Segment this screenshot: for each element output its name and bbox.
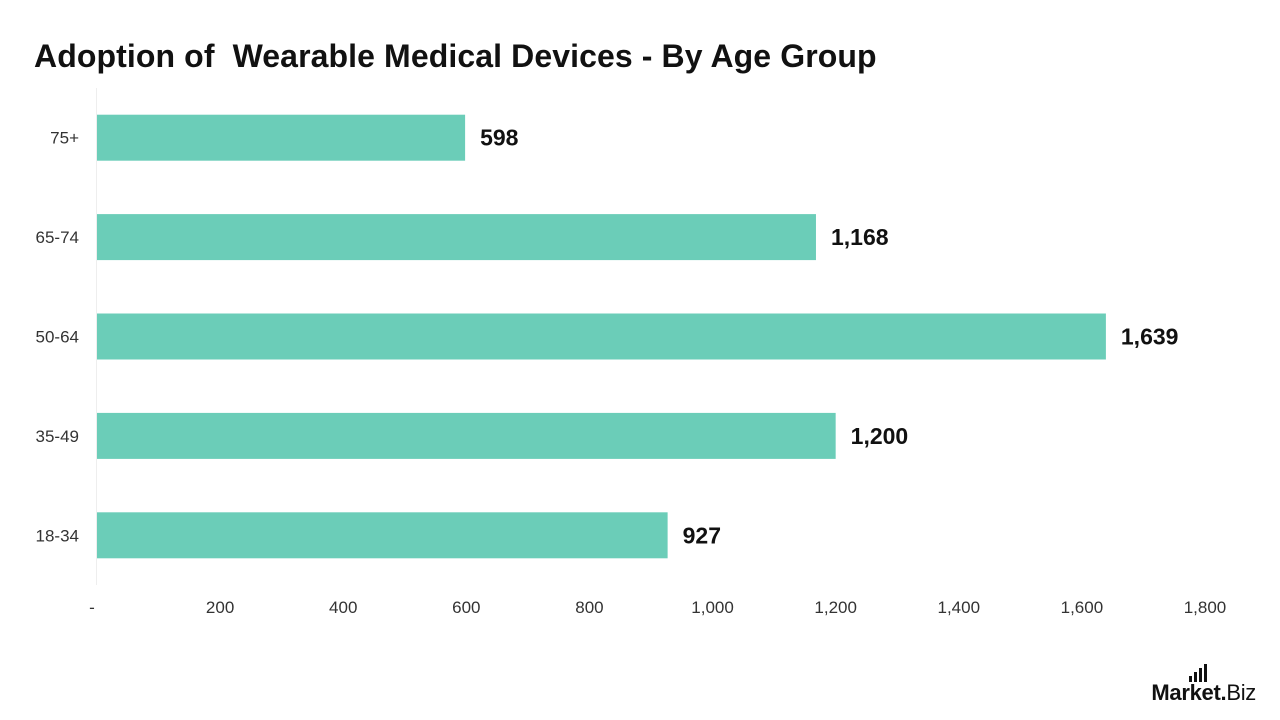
data-label: 1,200 <box>851 423 909 449</box>
category-label: 75+ <box>50 129 79 148</box>
x-tick-label: 400 <box>329 598 357 617</box>
x-tick-label: 200 <box>206 598 234 617</box>
bar-50-64 <box>97 313 1106 360</box>
x-tick-label: 800 <box>575 598 603 617</box>
brand-name: Market .Biz <box>1151 664 1256 706</box>
signal-bars-icon <box>1187 664 1207 682</box>
x-tick-label: 1,000 <box>691 598 734 617</box>
data-label: 598 <box>480 125 519 151</box>
category-label: 65-74 <box>36 228 79 247</box>
x-tick-label: - <box>89 598 95 617</box>
brand-dot: . <box>1220 680 1227 705</box>
category-label: 18-34 <box>36 526 79 545</box>
brand-name-text: Market <box>1151 664 1221 706</box>
bar-18-34 <box>97 512 668 559</box>
data-label: 1,168 <box>831 224 889 250</box>
x-tick-label: 1,800 <box>1184 598 1227 617</box>
bar-65-74 <box>97 214 816 261</box>
chart-title: Adoption of Wearable Medical Devices - B… <box>34 38 877 74</box>
brand-suffix: Biz <box>1226 680 1256 705</box>
brand-logo: Market .Biz <box>1151 664 1256 706</box>
bar-75+ <box>97 114 466 161</box>
x-tick-label: 1,200 <box>814 598 857 617</box>
x-tick-label: 1,600 <box>1061 598 1104 617</box>
x-tick-label: 600 <box>452 598 480 617</box>
category-label: 50-64 <box>36 328 79 347</box>
x-tick-label: 1,400 <box>938 598 981 617</box>
bar-35-49 <box>97 412 836 459</box>
category-label: 35-49 <box>36 427 79 446</box>
data-label: 927 <box>683 522 721 548</box>
data-label: 1,639 <box>1121 324 1179 350</box>
